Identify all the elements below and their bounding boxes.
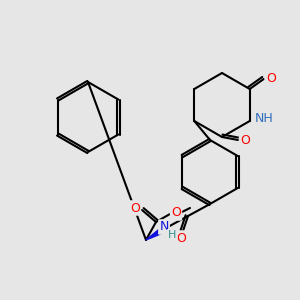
Text: O: O	[130, 202, 140, 214]
Text: O: O	[176, 232, 186, 244]
Text: NH: NH	[255, 112, 274, 125]
Text: O: O	[266, 73, 276, 85]
Text: N: N	[159, 220, 169, 233]
Polygon shape	[146, 225, 168, 240]
Text: H: H	[168, 230, 176, 240]
Text: O: O	[240, 134, 250, 146]
Text: O: O	[171, 206, 181, 220]
